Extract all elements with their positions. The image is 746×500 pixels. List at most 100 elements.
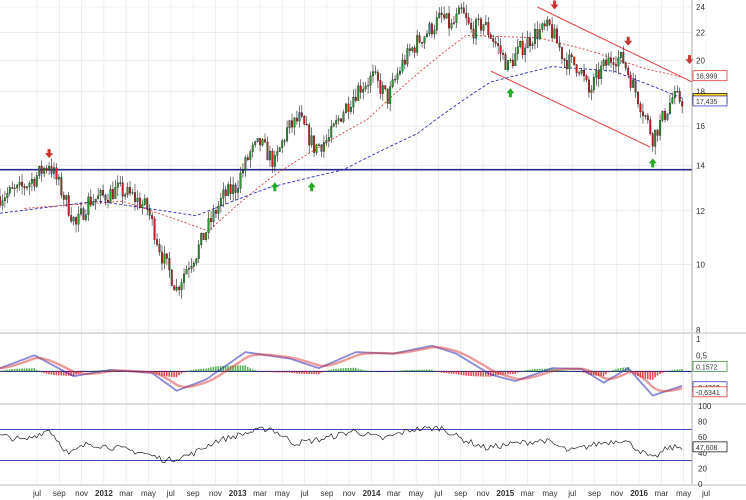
macd-histogram-bar [661,371,664,373]
macd-histogram-bar [175,371,178,378]
candle-body [116,182,119,188]
x-tick-label: jul [433,489,442,498]
candle-body [0,196,1,206]
x-tick-label: 2015 [496,489,514,498]
candle-body [546,19,549,27]
x-tick-label: may [676,489,691,498]
candle-body [448,13,451,29]
macd-histogram-bar [237,365,239,372]
candle-body [249,151,252,160]
candle-body [548,19,551,25]
macd-histogram-bar [605,371,607,375]
candle-body [55,167,58,180]
candle-body [607,57,610,66]
x-tick-label: 2016 [630,489,648,498]
x-tick-label: mar [387,489,401,498]
macd-histogram-bar [50,371,53,375]
value-tag-label: -0,6341 [696,390,720,397]
candle-body [87,196,90,216]
macd-histogram-bar [217,366,220,372]
candle-body [75,217,78,225]
candle-body [119,182,122,184]
price-y-tick-label: 24 [696,3,705,12]
arrow-down-icon [550,0,559,10]
candle-body [416,35,419,53]
macd-histogram-bar [345,368,347,372]
value-tags: 18,99917,57517,4350,1572-0,4769-0,634147… [692,70,728,453]
candle-body [38,165,41,176]
candle-body [384,85,387,90]
macd-histogram-bar [251,369,254,372]
macd-histogram-bar [472,371,475,377]
arrow-down-icon [45,149,54,159]
macd-histogram-bar [418,369,421,372]
candle-body [234,184,237,193]
candle-body [413,47,416,53]
candle-body [264,139,266,143]
macd-histogram-bar [455,371,458,374]
candle-body [389,86,392,104]
moving-average-slow [0,66,683,217]
macd-histogram-bar [82,371,85,373]
macd-histogram-bar [234,365,237,372]
candle-body [278,147,281,152]
candle-body [587,79,590,93]
macd-histogram-bar [526,369,529,372]
candle-body [131,192,134,194]
macd-histogram-bar [440,371,443,373]
macd-histogram-bar [232,365,234,372]
macd-histogram-bar [534,369,536,372]
macd-histogram-bar [318,371,320,375]
macd-histogram-bar [369,370,372,372]
price-y-tick-label: 12 [696,207,705,216]
macd-histogram-bar [18,368,21,372]
candle-body [617,57,620,67]
candle-body [622,52,625,64]
candle-body [381,85,384,94]
candle-body [148,209,151,216]
candle-body [614,64,617,67]
candle-body [428,23,431,35]
candle-body [192,262,195,267]
candle-body [624,62,627,69]
candle-body [403,59,406,65]
candle-body [610,57,612,63]
candle-body [212,210,215,223]
candle-body [470,22,473,30]
candle-body [531,43,534,46]
macd-histogram-bar [671,370,674,372]
candle-body [536,28,539,40]
macd-histogram-bar [305,371,308,374]
macd-histogram-bar [649,371,651,380]
macd-histogram-bar [313,371,315,375]
moving-average-fast [24,34,683,232]
macd-histogram-bar [602,371,605,377]
candle-body [595,70,598,78]
candle-body [168,258,171,271]
macd-histogram-bar [673,369,676,372]
candle-body [619,52,622,58]
x-tick-label: may [275,489,290,498]
candle-body [487,22,490,35]
macd-histogram-bar [291,371,293,373]
rsi-line [0,425,683,464]
macd-histogram-bar [244,365,247,372]
macd-histogram-bar [622,367,624,372]
macd-histogram-bar [514,371,517,374]
macd-histogram-bar [4,370,6,372]
candle-body [67,195,70,216]
candle-body [411,47,414,52]
candle-body [423,36,426,44]
macd-signal-line [0,346,683,393]
candle-body [362,88,365,93]
candle-body [558,42,561,48]
candle-body [484,22,487,25]
macd-histogram-bar [215,366,217,372]
candle-body [541,23,544,30]
macd-histogram-bar [11,369,13,372]
candle-body [347,103,350,112]
candle-body [141,204,144,208]
candle-body [337,118,340,121]
candle-body [134,192,136,202]
